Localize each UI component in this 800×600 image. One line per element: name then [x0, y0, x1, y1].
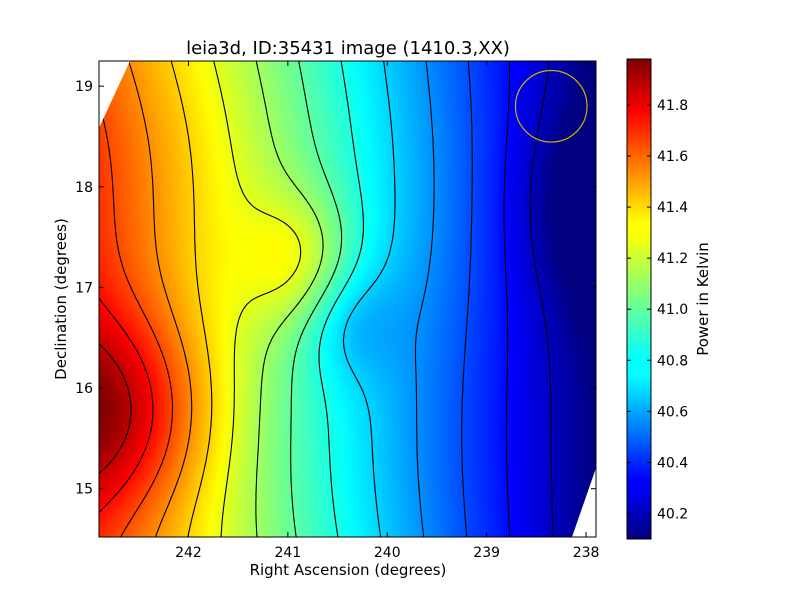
- colorbar-gradient: [626, 58, 652, 540]
- y-tick-label: 15: [75, 482, 93, 498]
- y-tick-label: 19: [75, 79, 93, 95]
- x-tick-label: 239: [473, 545, 500, 561]
- colorbar-tick-label: 40.6: [657, 404, 688, 420]
- contour-line: [503, 61, 511, 537]
- contour-line: [342, 61, 396, 537]
- x-tick-label: 242: [175, 545, 202, 561]
- y-axis-ticks: 15 16 17 18 19: [75, 79, 596, 498]
- colorbar-tick-label: 40.4: [657, 455, 688, 471]
- y-tick-label: 16: [75, 381, 93, 397]
- colorbar-tick-label: 41.4: [657, 200, 688, 216]
- colorbar-label: Power in Kelvin: [694, 242, 712, 356]
- contour-line: [213, 61, 302, 537]
- x-tick-label: 240: [374, 545, 401, 561]
- y-tick-label: 17: [75, 280, 93, 296]
- contour-line: [461, 61, 473, 537]
- contour-line: [414, 61, 435, 537]
- x-axis-ticks: 242 241 240 239 238: [175, 61, 599, 561]
- plot-frame: [98, 60, 597, 538]
- colorbar: 40.2 40.4 40.6 40.8 41.0 41.2 41.4 41.6 41.8 Pow…: [626, 58, 712, 540]
- contour-line: [128, 61, 193, 537]
- contour-line: [170, 61, 213, 537]
- colorbar-tick-label: 41.8: [657, 98, 688, 114]
- contour-line: [290, 61, 343, 537]
- plot-area: [98, 60, 597, 538]
- contour-line: [529, 61, 554, 537]
- x-axis-label: Right Ascension (degrees): [250, 561, 447, 579]
- colorbar-ticks: 40.2 40.4 40.6 40.8 41.0 41.2 41.4 41.6 41.8: [627, 98, 688, 522]
- circle-marker: [514, 69, 588, 143]
- contour-line: [255, 61, 324, 537]
- x-tick-label: 241: [274, 545, 301, 561]
- heatmap-image: [99, 61, 596, 537]
- contour-lines: [99, 61, 554, 537]
- colorbar-tick-label: 40.8: [657, 353, 688, 369]
- y-axis-label: Declination (degrees): [52, 218, 70, 380]
- colorbar-tick-label: 41.6: [657, 149, 688, 165]
- contour-line: [99, 343, 132, 474]
- contour-line: [99, 297, 154, 513]
- chart-title: leia3d, ID:35431 image (1410.3,XX): [186, 38, 510, 59]
- colorbar-tick-label: 41.0: [657, 302, 688, 318]
- x-tick-label: 238: [573, 545, 600, 561]
- y-tick-label: 18: [75, 180, 93, 196]
- colorbar-tick-label: 41.2: [657, 251, 688, 267]
- colorbar-tick-label: 40.2: [657, 506, 688, 522]
- contour-line: [318, 61, 364, 537]
